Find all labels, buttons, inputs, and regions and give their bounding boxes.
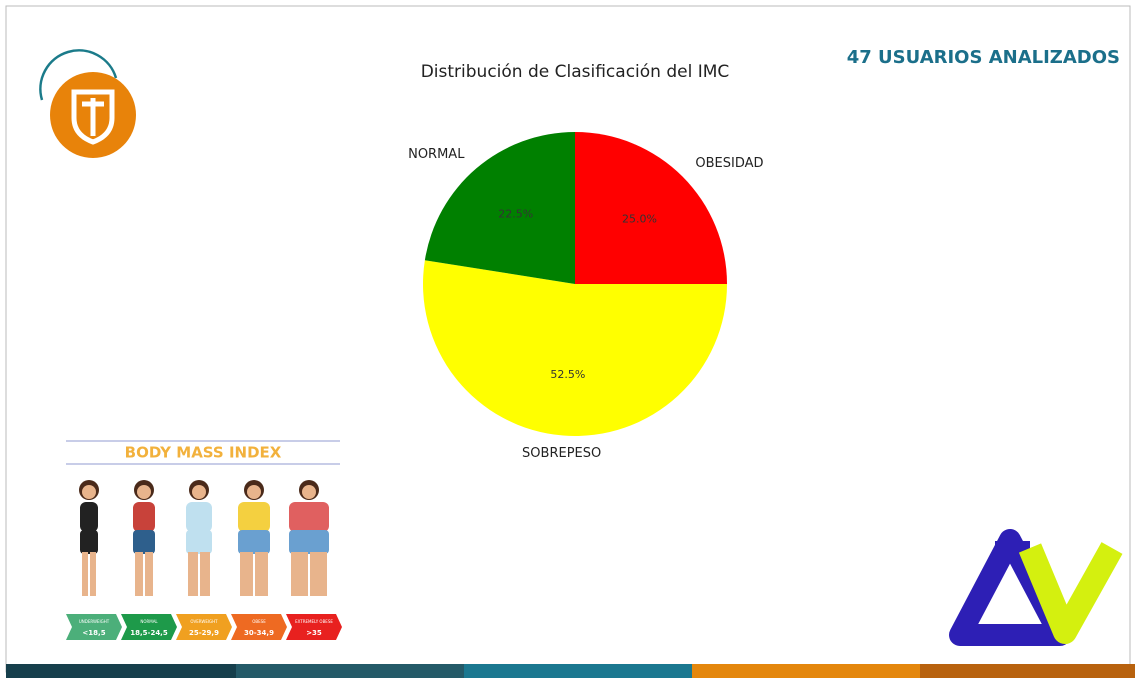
bmi-range: 25-29,9 [189,629,219,637]
badge: 47 USUARIOS ANALIZADOS [847,47,1120,68]
figure [238,480,270,596]
strip [6,664,236,678]
pie-slice [423,260,727,437]
figure-leg [240,552,253,596]
figure-bottom [133,530,155,554]
figure-top [133,502,155,532]
logo-cross [82,98,104,136]
strip [236,664,464,678]
figure-leg [82,552,88,596]
figure-head [82,485,96,499]
pie: OBESIDAD 25.0% SOBREPESO 52.5% NORMAL 22.5% [408,132,764,461]
figure-leg [90,552,96,596]
figure-bottom [80,530,98,554]
av-v [1018,542,1123,644]
figure-leg [135,552,143,596]
figure-bottom [238,530,270,554]
bmi-range: >35 [306,629,322,637]
bmi-range: 30-34,9 [244,629,274,637]
value-label: 25.0% [622,213,657,226]
strip [464,664,692,678]
figure-top [186,502,212,532]
bmi-chevron [66,614,122,640]
infographic-title: BODY MASS INDEX [125,444,282,462]
bmi-range: <18,5 [82,629,105,637]
bmi-range: 18,5-24,5 [130,629,168,637]
bmi-class: NORMAL [140,619,158,624]
figure-leg [188,552,198,596]
bmi-class: EXTREMELY OBESE [295,619,333,624]
bmi-chevron [121,614,177,640]
figure-leg [310,552,327,596]
figure-leg [255,552,268,596]
av-logo [949,529,1123,646]
bmi-chevron [286,614,342,640]
figure [186,480,212,596]
bmi-infographic: BODY MASS INDEX UNDERWEIGHT <18,5 NORMAL 18… [52,438,342,642]
slice-label: OBESIDAD [695,156,763,171]
bmi-class: UNDERWEIGHT [79,619,110,624]
logo [39,49,136,158]
pie-slice [424,132,575,284]
strip [692,664,920,678]
figure-head [302,485,316,499]
figure-head [192,485,206,499]
figure [133,480,155,596]
bmi-chevron [176,614,232,640]
figure-leg [291,552,308,596]
logo-shield [71,89,115,145]
figure-top [238,502,270,532]
value-label: 22.5% [498,208,533,221]
bmi-class: OBESE [252,619,266,624]
slice-label: SOBREPESO [522,446,601,461]
figure-head [247,485,261,499]
figure-head [137,485,151,499]
chart-title: Distribución de Clasificación del IMC [421,62,730,82]
bmi-chevron [231,614,287,640]
figure-leg [200,552,210,596]
logo-arc [39,49,118,101]
figure [289,480,329,596]
figure-top [80,502,98,532]
figure-leg [145,552,153,596]
pie-slice [575,132,727,284]
strip [920,664,1135,678]
value-label: 52.5% [550,368,585,381]
figure-bottom [186,530,212,554]
footer-strip [6,664,1135,678]
figure-bottom [289,530,329,554]
figure-top [289,502,329,532]
slice-label: NORMAL [408,147,465,162]
bmi-class: OVERWEIGHT [190,619,218,624]
figure [79,480,99,596]
